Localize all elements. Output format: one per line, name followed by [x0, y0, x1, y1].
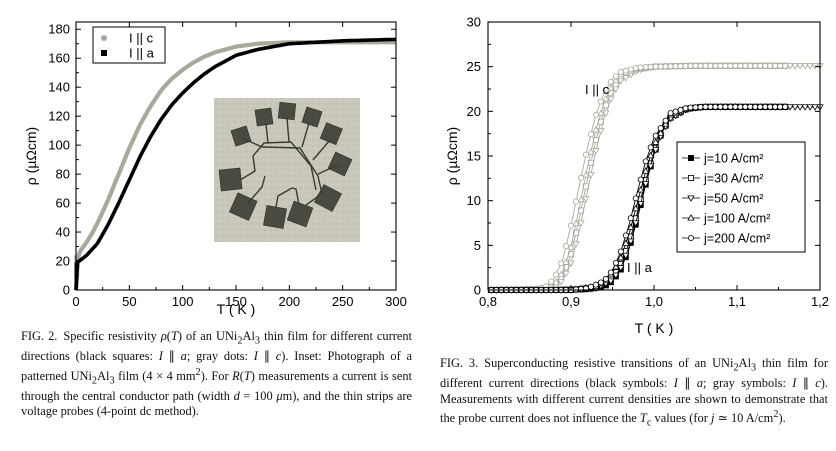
x-tick-label: 200 — [278, 294, 300, 309]
legend-label: I || a — [129, 46, 155, 61]
x-tick-label: 50 — [122, 294, 136, 309]
figure-3-caption: FIG. 3. Superconducting resistive transit… — [440, 356, 828, 431]
legend-box — [92, 26, 166, 64]
f2-x-axis-title: T ( K ) — [217, 301, 256, 317]
x-tick-label: 250 — [332, 294, 354, 309]
figure-3-caption-text: Superconducting resistive transitions of… — [440, 356, 828, 429]
y-tick-label: 120 — [48, 109, 70, 124]
y-tick-label: 80 — [56, 167, 70, 182]
y-tick-label: 40 — [56, 225, 70, 240]
x-tick-label: 150 — [225, 294, 247, 309]
legend-marker-circle — [101, 35, 107, 41]
x-tick-label: 300 — [385, 294, 407, 309]
y-tick-label: 20 — [56, 254, 70, 269]
series-line-i-parallel-a — [74, 37, 396, 291]
y-tick-label: 160 — [48, 51, 70, 66]
x-tick-label: 100 — [172, 294, 194, 309]
figure-2-caption: FIG. 2. Specific resistivity ρ(T) of an U… — [21, 329, 412, 420]
y-tick-label: 100 — [48, 138, 70, 153]
legend-label: I || c — [129, 31, 154, 46]
f2-y-axis-title: ρ (µΩcm) — [23, 127, 39, 185]
x-tick-label: 0 — [72, 294, 79, 309]
inset-photograph-patterned-film — [214, 98, 360, 242]
y-tick-label: 60 — [56, 196, 70, 211]
y-tick-label: 180 — [48, 22, 70, 37]
y-tick-label: 140 — [48, 80, 70, 95]
figure-3-label: FIG. 3. — [440, 356, 479, 370]
y-tick-label: 0 — [63, 283, 70, 298]
figure-2-label: FIG. 2. — [21, 329, 58, 343]
legend-marker-square — [101, 50, 107, 56]
figure-2-caption-text: Specific resistivity ρ(T) of an UNi2Al3 … — [21, 329, 413, 419]
